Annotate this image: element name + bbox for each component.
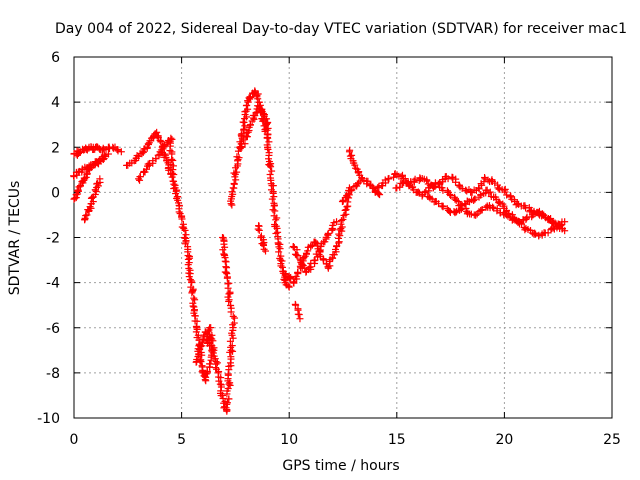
x-tick-label: 5	[177, 432, 186, 448]
data-point-marker	[270, 206, 277, 213]
data-point-marker	[228, 202, 235, 209]
data-point-marker	[271, 207, 278, 214]
x-axis-tick-labels: 0 5 10 15 20 25	[70, 432, 621, 448]
data-point-marker	[231, 315, 238, 322]
data-point-marker	[145, 140, 152, 147]
data-point-marker	[268, 168, 275, 175]
data-point	[260, 241, 267, 248]
y-tick-label: -8	[46, 366, 60, 382]
data-point	[225, 290, 232, 297]
y-axis-tick-labels: -10 -8 -6 -4 -2 0 2 4 6	[37, 50, 60, 427]
data-point	[225, 381, 232, 388]
x-tick-label: 0	[70, 432, 79, 448]
data-point	[329, 225, 336, 232]
data-point	[193, 324, 200, 331]
data-points	[70, 87, 568, 414]
data-point	[477, 207, 484, 214]
y-tick-label: 0	[51, 185, 60, 201]
data-point-marker	[296, 311, 303, 318]
y-tick-label: 4	[51, 95, 60, 111]
data-point	[206, 360, 213, 367]
chart-title: Day 004 of 2022, Sidereal Day-to-day VTE…	[55, 21, 627, 37]
data-point-marker	[231, 180, 238, 187]
data-point-marker	[241, 122, 248, 129]
x-tick-label: 10	[280, 432, 298, 448]
y-tick-label: 2	[51, 140, 60, 156]
data-point	[417, 175, 424, 182]
data-point	[290, 243, 297, 250]
data-point	[266, 162, 273, 169]
data-point-marker	[272, 216, 279, 223]
data-point	[464, 209, 471, 216]
x-tick-label: 20	[495, 432, 513, 448]
x-tick-label: 25	[603, 432, 621, 448]
x-axis-label: GPS time / hours	[282, 458, 399, 474]
y-tick-label: -2	[46, 231, 60, 247]
data-point	[264, 135, 271, 142]
y-axis-label: SDTVAR / TECUs	[7, 181, 23, 296]
data-point	[234, 157, 241, 164]
y-tick-label: -4	[46, 276, 60, 292]
data-point	[223, 270, 230, 277]
data-point-marker	[191, 296, 198, 303]
grid-lines	[74, 57, 612, 418]
y-tick-label: 6	[51, 50, 60, 66]
y-tick-label: -10	[37, 411, 60, 427]
x-tick-label: 15	[388, 432, 406, 448]
data-point	[174, 193, 181, 200]
data-point	[230, 184, 237, 191]
data-point	[296, 315, 303, 322]
y-tick-label: -6	[46, 321, 60, 337]
sdtvar-chart: Day 004 of 2022, Sidereal Day-to-day VTE…	[0, 0, 640, 480]
data-point	[277, 257, 284, 264]
data-point	[182, 239, 189, 246]
